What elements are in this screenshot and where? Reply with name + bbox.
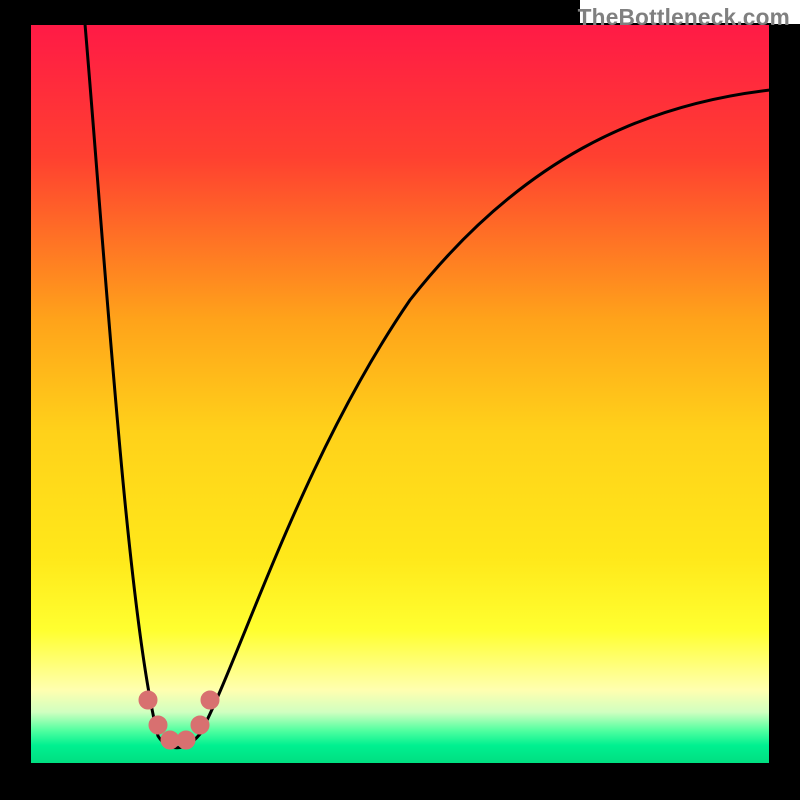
marker-dot: [201, 691, 219, 709]
marker-dot: [177, 731, 195, 749]
chart-stage: TheBottleneck.com: [0, 0, 800, 800]
marker-dot: [149, 716, 167, 734]
watermark-text: TheBottleneck.com: [578, 0, 800, 31]
marker-dot: [139, 691, 157, 709]
chart-svg: [0, 0, 800, 800]
marker-dot: [191, 716, 209, 734]
plot-background: [30, 24, 770, 764]
marker-dot: [161, 731, 179, 749]
